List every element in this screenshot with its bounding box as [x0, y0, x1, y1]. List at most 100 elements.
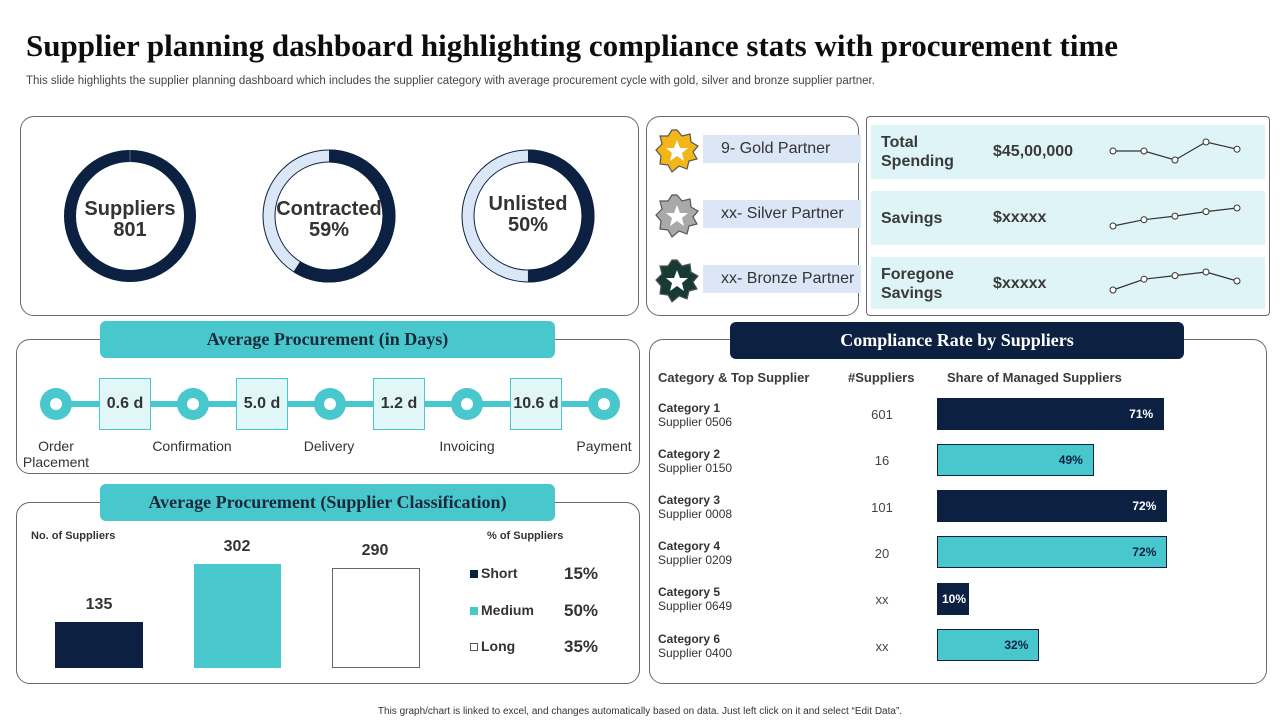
partner-row-gold: 9- Gold Partner — [655, 129, 861, 173]
legend-swatch — [470, 570, 478, 578]
share-bar: 72% — [937, 490, 1168, 522]
page-title: Supplier planning dashboard highlighting… — [26, 28, 1119, 63]
bronze-star-badge-icon — [655, 259, 699, 303]
gold-star-badge-icon — [655, 129, 699, 173]
share-bar: 49% — [937, 444, 1094, 476]
duration-box: 10.6 d — [510, 378, 562, 430]
legend-item-long: Long 35% — [470, 636, 630, 658]
category-name: Category 5 — [658, 585, 721, 599]
partner-label: xx- Bronze Partner — [703, 265, 861, 293]
column-header-category: Category & Top Supplier — [658, 370, 810, 385]
stage-node-payment — [588, 388, 620, 420]
stage-label: Payment — [576, 438, 632, 454]
share-bar-label: 10% — [942, 592, 967, 606]
page-subtitle: This slide highlights the supplier plann… — [26, 75, 875, 87]
kpi-panel: Total Spending $45,00,000 Savings $xxxxx… — [866, 116, 1270, 316]
category-count: xx — [875, 592, 889, 607]
sparkline-point — [1202, 208, 1210, 216]
category-count: 20 — [874, 546, 890, 561]
donut-title: Contracted — [276, 198, 382, 220]
sparkline-point — [1140, 147, 1148, 155]
stage-node-delivery — [314, 388, 346, 420]
kpi-value: $xxxxx — [993, 275, 1047, 292]
kpi-label: Total Spending — [881, 133, 954, 171]
donut-arc — [461, 149, 595, 283]
kpi-label-line: Savings — [881, 210, 943, 227]
share-bar: 72% — [937, 536, 1168, 568]
stage-label: Confirmation — [152, 438, 232, 454]
donut-panel: Suppliers 801 Contracted 59% Unlisted 50… — [20, 116, 639, 316]
partner-row-silver: xx- Silver Partner — [655, 194, 861, 238]
donut-title: Unlisted — [488, 193, 568, 215]
donut-value: 59% — [308, 219, 350, 241]
donut-arc — [262, 149, 396, 283]
bar-short — [55, 621, 143, 668]
kpi-label: Foregone Savings — [881, 265, 954, 303]
duration-box: 5.0 d — [236, 378, 288, 430]
sparkline-point — [1171, 272, 1179, 280]
bar-value-label: 135 — [85, 595, 113, 613]
donut-label-contracted: Contracted 59% — [261, 199, 397, 241]
sparkline-foregone-savings — [1109, 268, 1241, 294]
category-supplier: Supplier 0506 — [658, 415, 733, 429]
sparkline-point — [1171, 212, 1179, 220]
kpi-value: $45,00,000 — [993, 143, 1074, 160]
legend-name: Medium — [481, 602, 534, 618]
kpi-row-foregone-savings: Foregone Savings $xxxxx — [871, 257, 1265, 309]
donut-value: 801 — [113, 219, 147, 241]
sparkline-point — [1233, 204, 1241, 212]
sparkline-point — [1109, 286, 1117, 294]
compliance-header: Compliance Rate by Suppliers — [730, 322, 1184, 359]
category-name: Category 3 — [658, 493, 721, 507]
share-bar-label: 32% — [1004, 638, 1029, 652]
legend-title: % of Suppliers — [487, 530, 564, 542]
duration-box: 1.2 d — [373, 378, 425, 430]
category-name: Category 2 — [658, 447, 721, 461]
kpi-value: $xxxxx — [993, 209, 1047, 226]
kpi-label-line: Total — [881, 134, 919, 151]
partner-label: 9- Gold Partner — [703, 135, 861, 163]
stage-label-line: Placement — [22, 454, 90, 470]
share-bar-label: 71% — [1129, 407, 1154, 421]
procurement-days-header: Average Procurement (in Days) — [100, 321, 555, 358]
donut-unlisted — [461, 149, 595, 283]
sparkline-point — [1202, 138, 1210, 146]
donut-label-unlisted: Unlisted 50% — [460, 194, 596, 236]
donut-value: 50% — [507, 214, 549, 236]
stage-label: Delivery — [303, 438, 355, 454]
kpi-label-line: Spending — [881, 153, 954, 170]
sparkline-total-spending — [1109, 138, 1241, 164]
stage-node-order-placement — [40, 388, 72, 420]
sparkline-point — [1140, 275, 1148, 283]
category-count: 601 — [871, 407, 893, 422]
kpi-row-savings: Savings $xxxxx — [871, 191, 1265, 245]
legend-item-short: Short 15% — [470, 563, 630, 585]
category-supplier: Supplier 0209 — [658, 553, 733, 567]
duration-box: 0.6 d — [99, 378, 151, 430]
sparkline-point — [1140, 216, 1148, 224]
share-bar: 71% — [937, 398, 1165, 430]
bar-value-label: 290 — [361, 542, 389, 560]
donut-title: Suppliers — [84, 198, 176, 220]
category-name: Category 6 — [658, 632, 721, 646]
bar-long — [332, 568, 420, 668]
legend-swatch — [470, 643, 478, 651]
category-count: 16 — [874, 453, 890, 468]
donut-label-suppliers: Suppliers 801 — [62, 199, 198, 241]
category-supplier: Supplier 0150 — [658, 461, 733, 475]
legend-percent: 35% — [564, 637, 599, 656]
column-header-count: #Suppliers — [848, 370, 915, 385]
legend-swatch — [470, 607, 478, 615]
partner-row-bronze: xx- Bronze Partner — [655, 259, 861, 303]
donut-contracted — [262, 149, 396, 283]
legend-name: Long — [481, 638, 516, 654]
sparkline-point — [1109, 147, 1117, 155]
legend-name: Short — [481, 565, 518, 581]
classification-header: Average Procurement (Supplier Classifica… — [100, 484, 555, 521]
kpi-label-line: Foregone — [881, 266, 954, 283]
category-supplier: Supplier 0649 — [658, 599, 733, 613]
legend-percent: 15% — [564, 564, 599, 583]
bar-value-label: 302 — [223, 538, 251, 556]
donut-suppliers — [64, 150, 196, 282]
sparkline-point — [1109, 222, 1117, 230]
